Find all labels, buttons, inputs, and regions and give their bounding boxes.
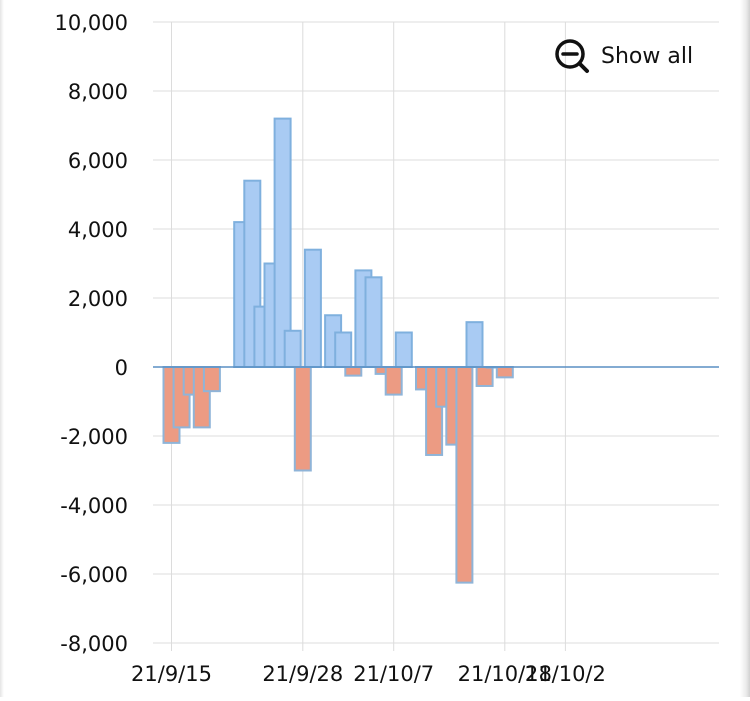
bar-positive[interactable] <box>273 117 292 368</box>
x-tick-label: 21/9/28 <box>262 662 343 686</box>
x-tick-label: 21/10/18 <box>458 662 552 686</box>
left-edge-shadow <box>0 0 4 697</box>
x-tick-label: 21/9/15 <box>131 662 212 686</box>
bar-negative[interactable] <box>475 366 494 387</box>
bar-positive[interactable] <box>394 331 413 368</box>
bar-positive[interactable] <box>303 248 322 368</box>
y-tick-label: 8,000 <box>68 80 128 104</box>
x-tick-label: 21/10/7 <box>353 662 434 686</box>
bar-positive[interactable] <box>334 331 353 368</box>
bar-positive[interactable] <box>465 321 484 368</box>
x-tick-label: 21/10/2 <box>525 662 606 686</box>
bar-positive[interactable] <box>364 276 383 368</box>
y-tick-label: 4,000 <box>68 218 128 242</box>
y-tick-label: 0 <box>115 356 128 380</box>
bar-negative[interactable] <box>455 366 474 584</box>
bar-negative[interactable] <box>293 366 312 472</box>
bar-negative[interactable] <box>202 366 221 393</box>
y-tick-label: -6,000 <box>60 563 128 587</box>
y-tick-label: 6,000 <box>68 149 128 173</box>
bar-layer <box>153 117 719 584</box>
bar-negative[interactable] <box>384 366 403 396</box>
show-all-label: Show all <box>601 43 694 69</box>
y-tick-label: 10,000 <box>55 11 128 35</box>
y-axis-tick-labels: 10,000 8,000 6,000 4,000 2,000 0 -2,000 -4,000 -… <box>55 11 128 656</box>
bar-negative[interactable] <box>344 366 363 377</box>
bar-negative[interactable] <box>495 366 514 379</box>
y-tick-label: 2,000 <box>68 287 128 311</box>
y-tick-label: -8,000 <box>60 632 128 656</box>
y-tick-label: -2,000 <box>60 425 128 449</box>
bar-positive[interactable] <box>283 329 302 368</box>
right-edge-shadow <box>740 0 750 697</box>
zoom-out-icon <box>553 37 591 75</box>
y-tick-label: -4,000 <box>60 494 128 518</box>
show-all-button[interactable]: Show all <box>553 38 693 74</box>
